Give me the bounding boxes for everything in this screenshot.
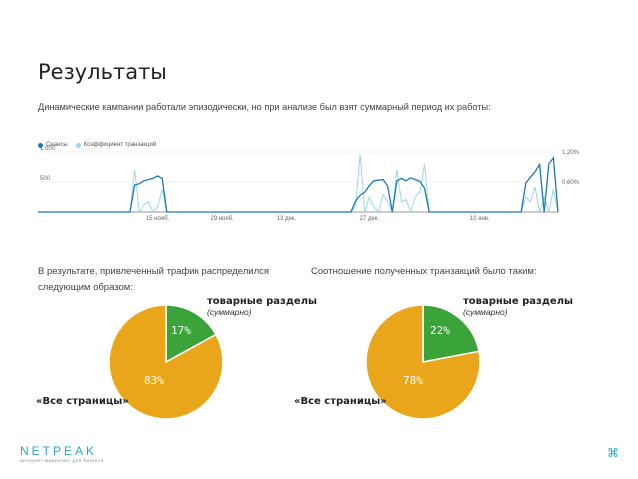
pie-right-pct-big: 78% — [403, 374, 423, 387]
transactions-text: Соотношение полученных транзакций было т… — [311, 266, 537, 277]
x-tick-label: 13 дек. — [277, 216, 297, 222]
pie-right-pct-small: 22% — [430, 324, 450, 337]
x-tick-label: 10 янв. — [470, 216, 490, 222]
page-title: Результаты — [38, 60, 167, 84]
pie-slice-all-pages — [108, 304, 224, 420]
pie-slice-product-sections — [422, 304, 480, 363]
pie-right-label-main: товарные разделы — [463, 296, 574, 307]
pie-chart-traffic — [108, 304, 224, 420]
traffic-text: В результате, привлеченный трафик распре… — [38, 266, 270, 293]
x-tick-label: 27 дек. — [360, 216, 380, 222]
pie-left-pct-small: 17% — [171, 324, 191, 337]
logo-tagline: интернет-маркетинг для бизнеса — [20, 458, 104, 463]
netpeak-logo: NETPEAK интернет-маркетинг для бизнеса — [20, 444, 104, 463]
pie-chart-transactions — [365, 304, 481, 420]
pie-right-label-other: «Все страницы» — [294, 396, 387, 407]
y-left-tick-label: 500 — [40, 176, 51, 182]
pie-left-label-other: «Все страницы» — [36, 396, 129, 407]
command-icon: ⌘ — [607, 446, 619, 460]
pie-left-label-sub: (суммарно) — [207, 307, 252, 317]
legend-dot-conversion — [75, 142, 81, 148]
logo-name: NETPEAK — [20, 444, 98, 458]
series-line-conversion — [38, 154, 559, 214]
legend-label-sessions: Сеансы — [46, 142, 68, 148]
pie-left-label-main: товарные разделы — [207, 296, 318, 307]
legend-item-conversion: Коэффициент транзакций — [75, 142, 157, 148]
legend-dot-sessions — [38, 142, 43, 148]
x-tick-label: 15 нояб. — [146, 216, 170, 222]
series-line-sessions — [38, 156, 559, 213]
y-left-tick-label: 1 000 — [40, 146, 56, 152]
chart-legend: Сеансы Коэффициент транзакций — [38, 142, 156, 148]
page-subtitle: Динамические кампании работали эпизодиче… — [38, 102, 491, 112]
x-tick-label: 29 нояб. — [210, 216, 234, 222]
pie-slice-all-pages — [365, 304, 481, 420]
legend-item-sessions: Сеансы — [38, 142, 68, 148]
pie-right-label-sub: (суммарно) — [463, 307, 508, 317]
line-chart: 1 000 500 1,20% 0,60% 15 нояб. 29 нояб. 13 дек… — [38, 146, 580, 222]
pie-slice-product-sections — [165, 304, 217, 364]
y-right-tick-label: 1,20% — [562, 150, 580, 156]
pie-left-pct-big: 83% — [144, 374, 164, 387]
y-right-tick-label: 0,60% — [562, 180, 580, 186]
legend-label-conversion: Коэффициент транзакций — [83, 142, 157, 148]
